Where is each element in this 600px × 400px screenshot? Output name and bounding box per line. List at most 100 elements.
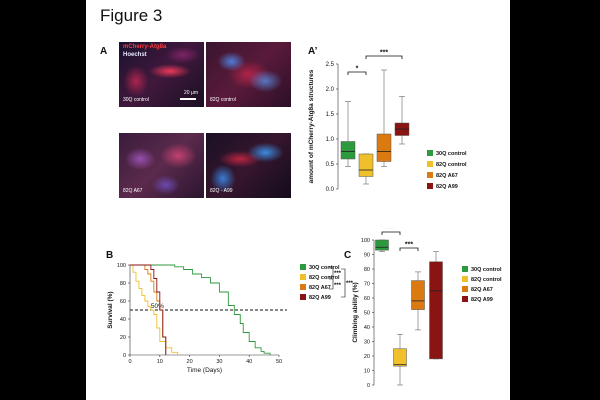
y-tick-label: 2.0 bbox=[326, 87, 335, 93]
y-tick-label: 50 bbox=[364, 311, 370, 317]
y-tick-label: 60 bbox=[364, 296, 370, 302]
box-82q-a67 bbox=[411, 280, 425, 310]
significance-bracket bbox=[399, 247, 419, 251]
significance-label: *** bbox=[387, 228, 395, 233]
y-tick-label: 0 bbox=[123, 353, 126, 359]
x-tick-label: 40 bbox=[246, 359, 252, 365]
legend-label: 30Q control bbox=[471, 267, 502, 273]
y-axis-label: Climbing ability (%) bbox=[352, 282, 359, 342]
y-tick-label: 20 bbox=[120, 335, 126, 341]
box-82q-a99 bbox=[429, 261, 443, 360]
y-tick-label: 90 bbox=[364, 253, 370, 259]
panel-letter-b: B bbox=[106, 250, 114, 261]
y-tick-label: 80 bbox=[120, 281, 126, 287]
legend-label: 82Q A99 bbox=[309, 295, 331, 301]
stain-label-red: mCherry-Atg8a bbox=[123, 44, 167, 50]
legend-label: 30Q control bbox=[309, 265, 340, 271]
legend-swatch bbox=[427, 161, 433, 167]
legend-label: 82Q control bbox=[309, 275, 340, 281]
legend-label: 82Q A99 bbox=[436, 184, 458, 190]
legend-swatch bbox=[300, 294, 306, 300]
y-axis-label: amount of mCherry-Atg8a structures bbox=[308, 69, 315, 183]
y-tick-label: 1.0 bbox=[326, 137, 335, 143]
significance-label: * bbox=[356, 66, 359, 73]
legend-label: 82Q A67 bbox=[436, 173, 458, 179]
box-82q-control bbox=[358, 153, 374, 177]
y-tick-label: 30 bbox=[364, 340, 370, 346]
y-tick-label: 0.0 bbox=[326, 187, 335, 193]
y-tick-label: 1.5 bbox=[326, 112, 335, 118]
legend-swatch bbox=[462, 266, 468, 272]
y-tick-label: 40 bbox=[364, 325, 370, 331]
image-label: 82Q control bbox=[210, 97, 236, 103]
y-tick-label: 0 bbox=[367, 383, 370, 389]
significance-bracket bbox=[365, 55, 403, 59]
significance-bracket bbox=[329, 278, 334, 290]
panel-letter-a-prime: A’ bbox=[308, 46, 318, 57]
box-82q-control bbox=[393, 348, 407, 367]
survival-curve-30q-control bbox=[130, 264, 271, 355]
figure-page: Figure 3 A mCherry-Atg8a Hoechst 30Q con… bbox=[86, 0, 510, 400]
y-axis-label: Survival (%) bbox=[107, 291, 114, 328]
legend-swatch bbox=[300, 274, 306, 280]
y-tick-label: 40 bbox=[120, 317, 126, 323]
x-tick-label: 30 bbox=[216, 359, 222, 365]
x-tick-label: 0 bbox=[128, 359, 131, 365]
significance-label: *** bbox=[380, 50, 388, 57]
legend-swatch bbox=[462, 286, 468, 292]
legend-swatch bbox=[300, 284, 306, 290]
legend-swatch bbox=[462, 296, 468, 302]
scale-bar-label: 20 μm bbox=[184, 90, 198, 96]
legend-label: 82Q A67 bbox=[309, 285, 331, 291]
legend-label: 30Q control bbox=[436, 151, 467, 157]
legend-swatch bbox=[300, 264, 306, 270]
chart-a-prime: 0.0 0.5 1.0 1.5 2.0 2.5 amount of mCherry-Atg8… bbox=[308, 50, 467, 194]
box-30q-control bbox=[340, 141, 356, 160]
chart-b: 0 10 20 30 40 50 0 20 40 60 80 100 Time (Days) Surviv… bbox=[107, 263, 354, 374]
image-label: 82Q A67 bbox=[123, 188, 143, 194]
legend-swatch bbox=[427, 183, 433, 189]
y-tick-label: 60 bbox=[120, 299, 126, 305]
y-tick-label: 0.5 bbox=[326, 162, 335, 168]
legend-label: 82Q control bbox=[471, 277, 502, 283]
significance-label: *** bbox=[334, 271, 342, 277]
chart-c: 0 10 20 30 40 50 60 70 80 90 100 Climbing ability (… bbox=[352, 228, 502, 389]
legend-label: 82Q control bbox=[436, 162, 467, 168]
survival-curve-82q-a99 bbox=[130, 264, 167, 355]
y-tick-label: 2.5 bbox=[326, 62, 335, 68]
y-tick-label: 10 bbox=[364, 369, 370, 375]
x-tick-label: 50 bbox=[276, 359, 282, 365]
image-label: 30Q control bbox=[123, 97, 149, 103]
panel-letter-a: A bbox=[100, 46, 108, 57]
microscopy-image-82q-a99: 82Q - A99 bbox=[206, 133, 291, 198]
microscopy-image-82q-control: 82Q control bbox=[206, 42, 291, 107]
significance-label: *** bbox=[405, 242, 413, 249]
reference-label: 50% bbox=[151, 303, 164, 310]
microscopy-image-82q-a67: 82Q A67 bbox=[119, 133, 204, 198]
significance-bracket bbox=[329, 266, 334, 278]
box-82q-a67 bbox=[376, 133, 392, 162]
x-axis-label: Time (Days) bbox=[187, 367, 222, 374]
y-tick-label: 20 bbox=[364, 354, 370, 360]
y-tick-label: 100 bbox=[117, 263, 126, 269]
x-tick-label: 20 bbox=[187, 359, 193, 365]
significance-label: *** bbox=[334, 283, 342, 289]
panel-letter-c: C bbox=[344, 250, 352, 261]
legend-label: 82Q A99 bbox=[471, 297, 493, 303]
figure-title: Figure 3 bbox=[100, 6, 163, 25]
significance-label: *** bbox=[346, 281, 354, 287]
box-30q-control bbox=[375, 239, 389, 251]
image-label: 82Q - A99 bbox=[210, 188, 233, 194]
legend-swatch bbox=[462, 276, 468, 282]
legend-label: 82Q A67 bbox=[471, 287, 493, 293]
legend-swatch bbox=[427, 172, 433, 178]
scale-bar bbox=[180, 98, 196, 100]
x-tick-label: 10 bbox=[157, 359, 163, 365]
significance-bracket bbox=[381, 231, 401, 235]
significance-bracket bbox=[347, 71, 367, 75]
stain-label-blue: Hoechst bbox=[123, 52, 147, 58]
legend-swatch bbox=[427, 150, 433, 156]
significance-bracket bbox=[341, 268, 346, 298]
y-tick-label: 70 bbox=[364, 282, 370, 288]
y-tick-label: 100 bbox=[361, 238, 370, 244]
